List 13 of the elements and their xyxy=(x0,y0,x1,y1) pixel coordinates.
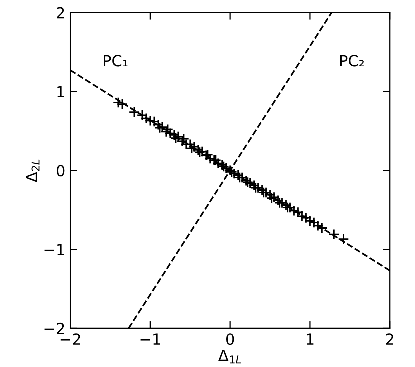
x-tick-label: 1 xyxy=(307,334,314,345)
x-axis-title: Δ$_{1L}$ xyxy=(218,350,242,364)
y-tick-label: 2 xyxy=(57,7,64,19)
y-tick-label: −2 xyxy=(44,322,64,334)
x-tick-label: 2 xyxy=(386,334,394,345)
series-label: PC₁ xyxy=(104,55,128,67)
y-tick-label: −1 xyxy=(44,244,64,256)
y-axis-title: Δ$_{2L}$ xyxy=(26,160,40,182)
series-label: PC₂ xyxy=(340,55,364,67)
y-tick-label: 1 xyxy=(58,86,64,98)
x-tick-label: −1 xyxy=(140,334,160,345)
y-tick-label: 0 xyxy=(56,165,65,177)
x-tick-label: 0 xyxy=(226,334,234,346)
